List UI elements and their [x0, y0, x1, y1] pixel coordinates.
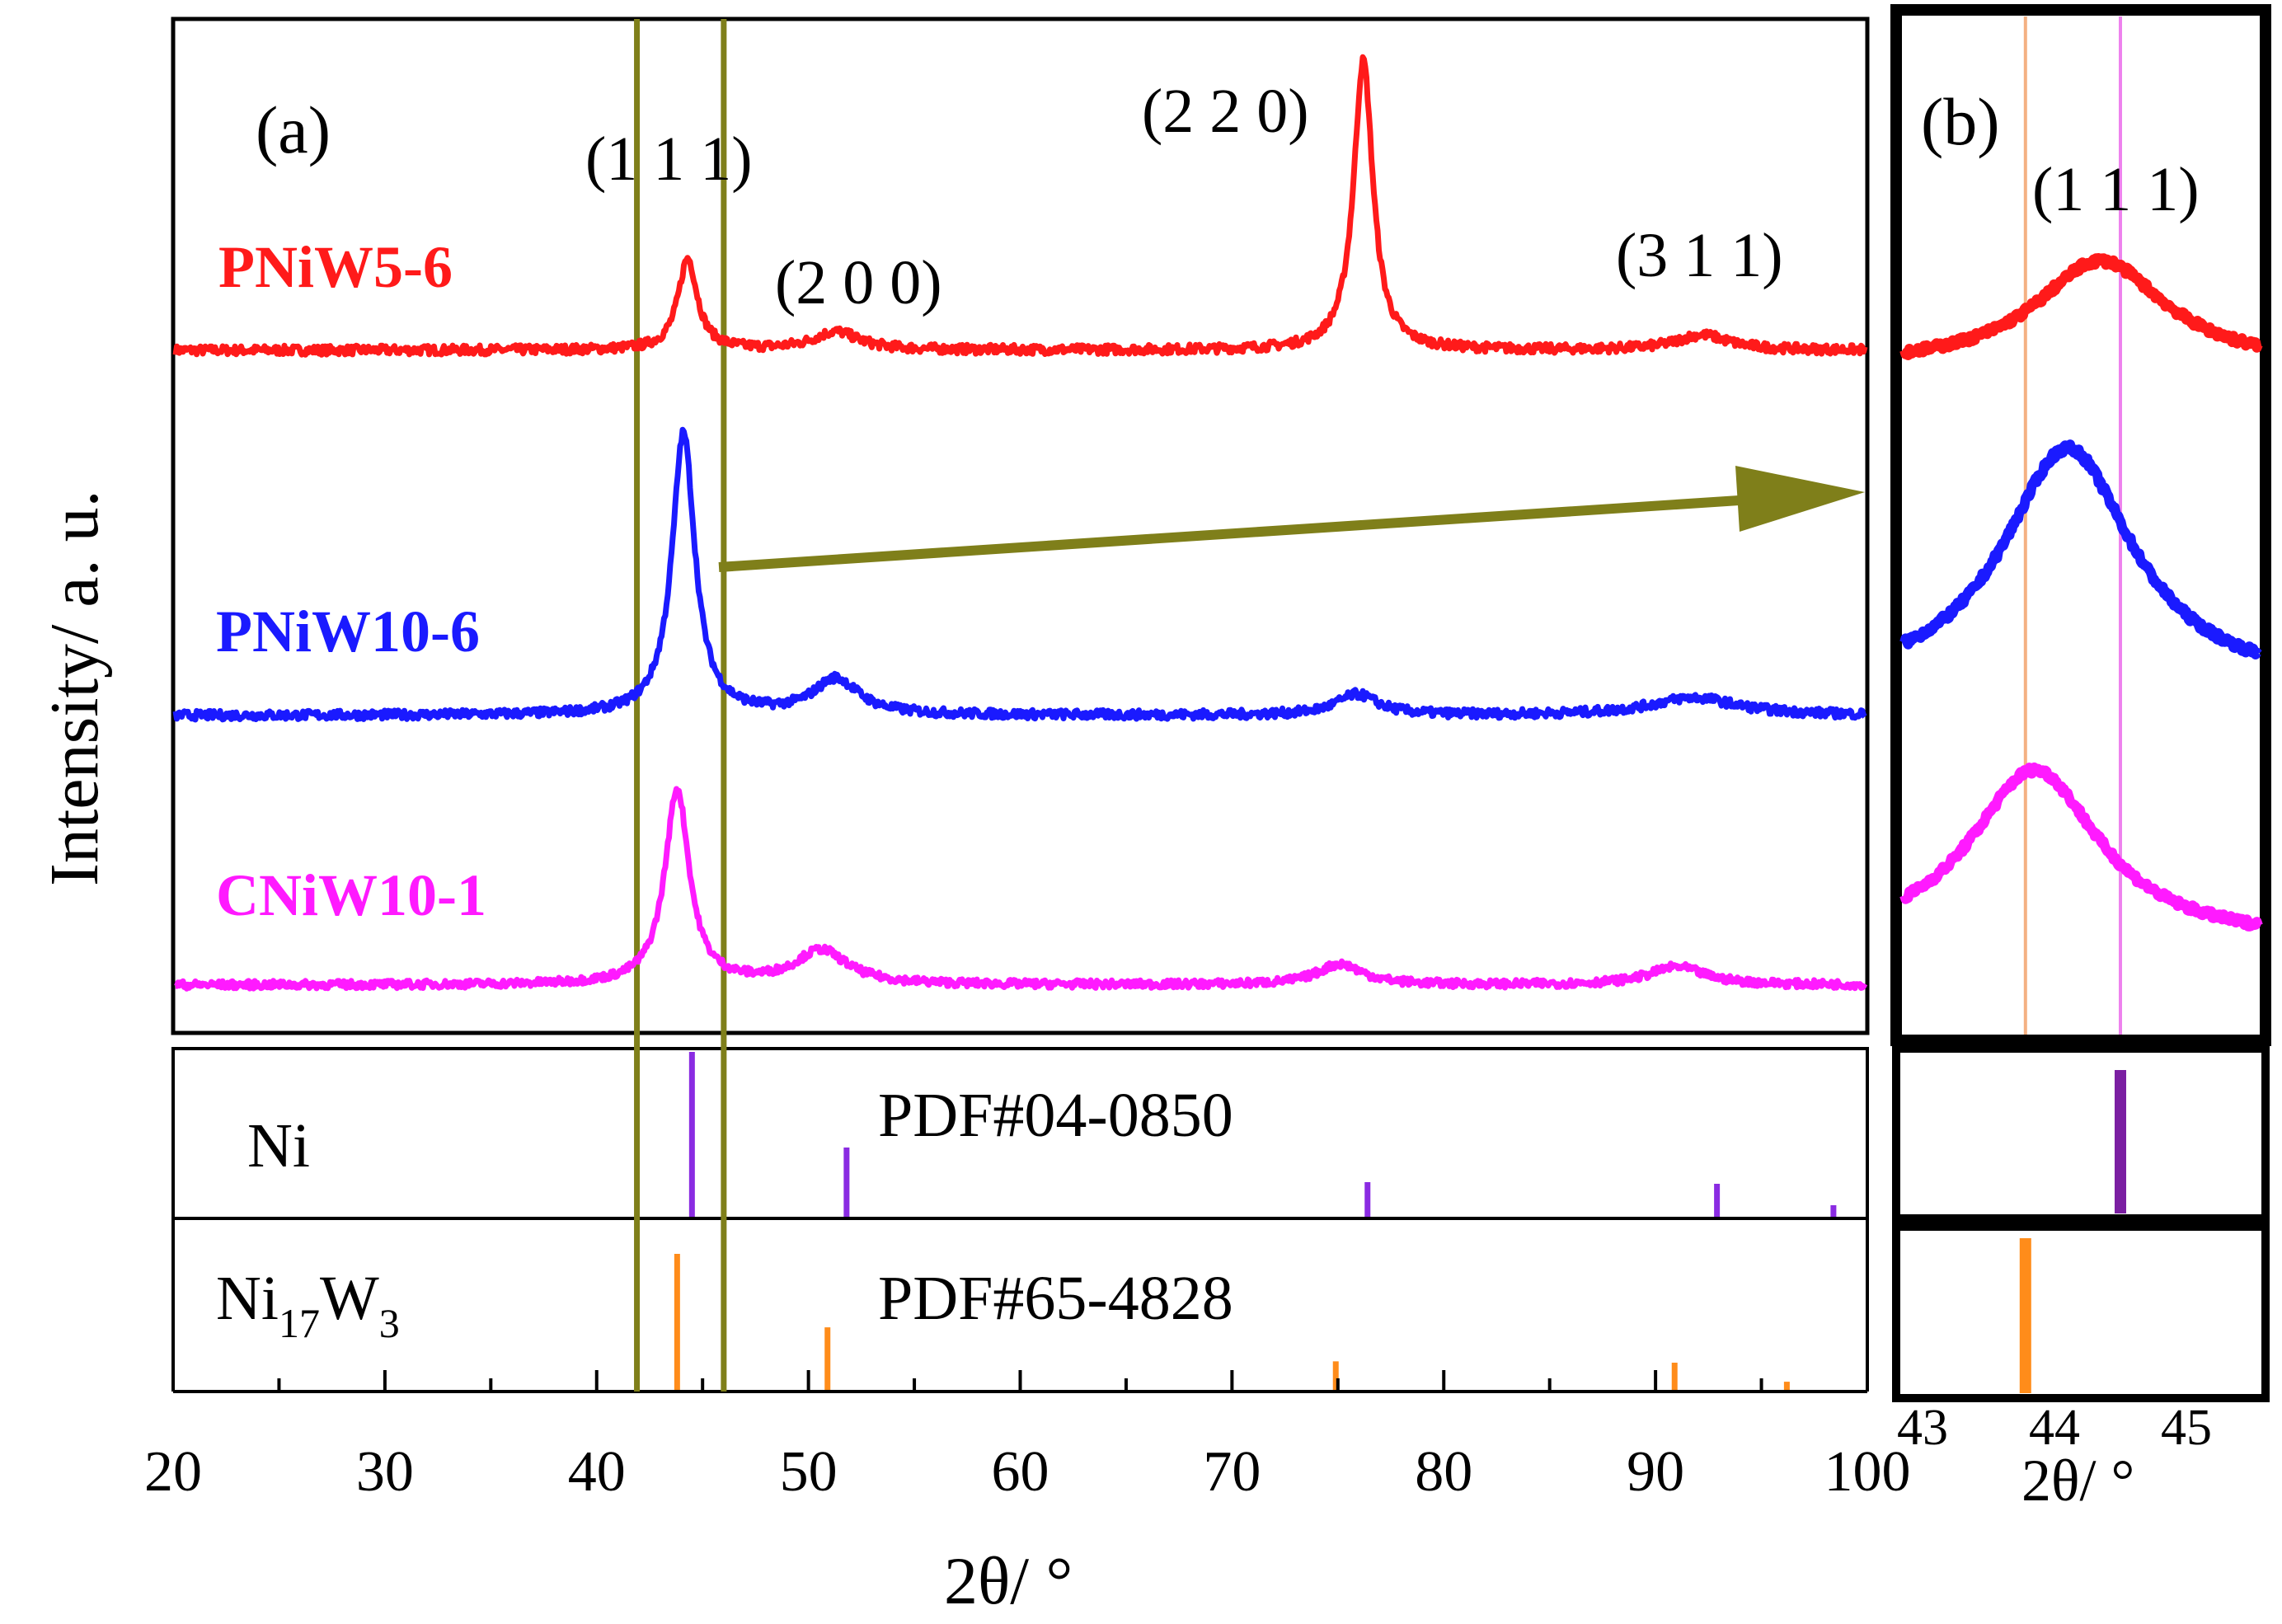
panel-b-ref-ni-frame	[1892, 1044, 2270, 1223]
ref-ni-pdf: PDF#04-0850	[878, 1081, 1233, 1150]
reference-bars	[674, 1052, 1837, 1390]
panel-b-series-cniw10-1	[1899, 762, 2263, 932]
ref-ni17w3-w: W	[320, 1264, 379, 1333]
ref-ni17w3-sub17: 17	[279, 1300, 320, 1346]
zoom-arrow-head	[1735, 466, 1865, 532]
peak-220-label: (2 2 0)	[1142, 77, 1309, 146]
ref-ni17w3-phase: Ni17W3	[216, 1264, 400, 1346]
series-pniw10-6	[172, 426, 1867, 723]
panel-b-tick-label-45: 45	[2161, 1400, 2212, 1456]
series-cniw10-1	[174, 786, 1868, 992]
x-tick-label-60: 60	[992, 1440, 1049, 1504]
ref-ni17w3-sub3: 3	[379, 1300, 400, 1346]
panel-b-series	[1899, 253, 2263, 932]
panel-b-ref-bars	[2019, 1070, 2126, 1393]
x-axis-label-a: 2θ/ °	[944, 1543, 1073, 1618]
panel-a-frame	[171, 16, 1870, 1035]
panel-b-peak-111-label: (1 1 1)	[2032, 155, 2200, 224]
series-label-pniw10-6: PNiW10-6	[216, 598, 480, 664]
panel-b-tick-label-43: 43	[1897, 1400, 1948, 1456]
x-tick-label-50: 50	[780, 1440, 838, 1504]
series-pniw5-6	[172, 54, 1868, 358]
panel-b-tick-label-44: 44	[2029, 1400, 2080, 1456]
series-label-pniw5-6: PNiW5-6	[218, 234, 453, 300]
panel-b-label: (b)	[1921, 84, 2000, 159]
peak-200-label: (2 0 0)	[775, 248, 942, 317]
series-label-cniw10-1: CNiW10-1	[216, 862, 486, 928]
panel-a-series	[172, 54, 1868, 992]
x-tick-label-100: 100	[1824, 1440, 1911, 1504]
ref-ni17w3-pdf: PDF#65-4828	[878, 1264, 1233, 1333]
ref-ni17w3-ni: Ni	[216, 1264, 279, 1333]
panel-b-frame	[1890, 4, 2271, 1046]
x-tick-label-40: 40	[568, 1440, 626, 1504]
peak-111-label: (1 1 1)	[585, 124, 753, 194]
zoom-arrow-shaft	[718, 494, 1765, 572]
x-tick-label-90: 90	[1627, 1440, 1684, 1504]
x-axis-ticks: 20 30 40 50 60 70 80 90 100	[144, 1370, 1911, 1504]
x-tick-label-70: 70	[1203, 1440, 1261, 1504]
panel-b-ref-ni17w3-frame	[1892, 1223, 2270, 1402]
x-tick-label-80: 80	[1415, 1440, 1472, 1504]
zoom-arrow	[718, 466, 1865, 572]
panel-b-ticks: 43 44 45	[1897, 1400, 2212, 1456]
y-axis-label: Intensity/ a. u.	[36, 490, 113, 886]
peak-311-label: (3 1 1)	[1616, 221, 1783, 290]
ref-ni-phase: Ni	[247, 1111, 310, 1180]
panel-b-series-pniw5-6	[1899, 253, 2263, 360]
panel-a-label: (a)	[256, 92, 331, 167]
x-tick-label-20: 20	[144, 1440, 202, 1504]
guide-lines	[634, 19, 727, 1392]
x-axis-label-b: 2θ/ °	[2021, 1448, 2134, 1514]
x-tick-label-30: 30	[356, 1440, 414, 1504]
panel-b-series-pniw10-6	[1899, 439, 2262, 659]
